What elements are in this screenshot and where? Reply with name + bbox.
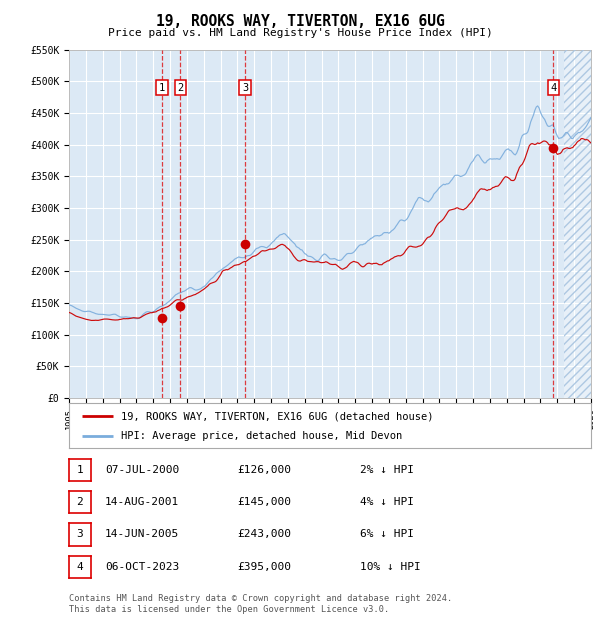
Text: 2% ↓ HPI: 2% ↓ HPI	[360, 465, 414, 475]
Text: 2: 2	[178, 82, 184, 92]
Text: 06-OCT-2023: 06-OCT-2023	[105, 562, 179, 572]
Bar	[565, 50, 591, 398]
Text: £145,000: £145,000	[237, 497, 291, 507]
Text: Price paid vs. HM Land Registry's House Price Index (HPI): Price paid vs. HM Land Registry's House …	[107, 28, 493, 38]
Text: 07-JUL-2000: 07-JUL-2000	[105, 465, 179, 475]
Text: 19, ROOKS WAY, TIVERTON, EX16 6UG: 19, ROOKS WAY, TIVERTON, EX16 6UG	[155, 14, 445, 29]
Text: 6% ↓ HPI: 6% ↓ HPI	[360, 529, 414, 539]
Text: 4% ↓ HPI: 4% ↓ HPI	[360, 497, 414, 507]
Text: Contains HM Land Registry data © Crown copyright and database right 2024.
This d: Contains HM Land Registry data © Crown c…	[69, 595, 452, 614]
Text: £243,000: £243,000	[237, 529, 291, 539]
Text: 3: 3	[242, 82, 248, 92]
Text: 2: 2	[76, 497, 83, 507]
Text: 14-JUN-2005: 14-JUN-2005	[105, 529, 179, 539]
Text: 4: 4	[550, 82, 557, 92]
Text: 19, ROOKS WAY, TIVERTON, EX16 6UG (detached house): 19, ROOKS WAY, TIVERTON, EX16 6UG (detac…	[121, 412, 434, 422]
Text: 1: 1	[159, 82, 165, 92]
Text: 10% ↓ HPI: 10% ↓ HPI	[360, 562, 421, 572]
Text: £395,000: £395,000	[237, 562, 291, 572]
Text: 4: 4	[76, 562, 83, 572]
Text: 3: 3	[76, 529, 83, 539]
Text: 1: 1	[76, 465, 83, 475]
Text: HPI: Average price, detached house, Mid Devon: HPI: Average price, detached house, Mid …	[121, 432, 403, 441]
Text: £126,000: £126,000	[237, 465, 291, 475]
Text: 14-AUG-2001: 14-AUG-2001	[105, 497, 179, 507]
